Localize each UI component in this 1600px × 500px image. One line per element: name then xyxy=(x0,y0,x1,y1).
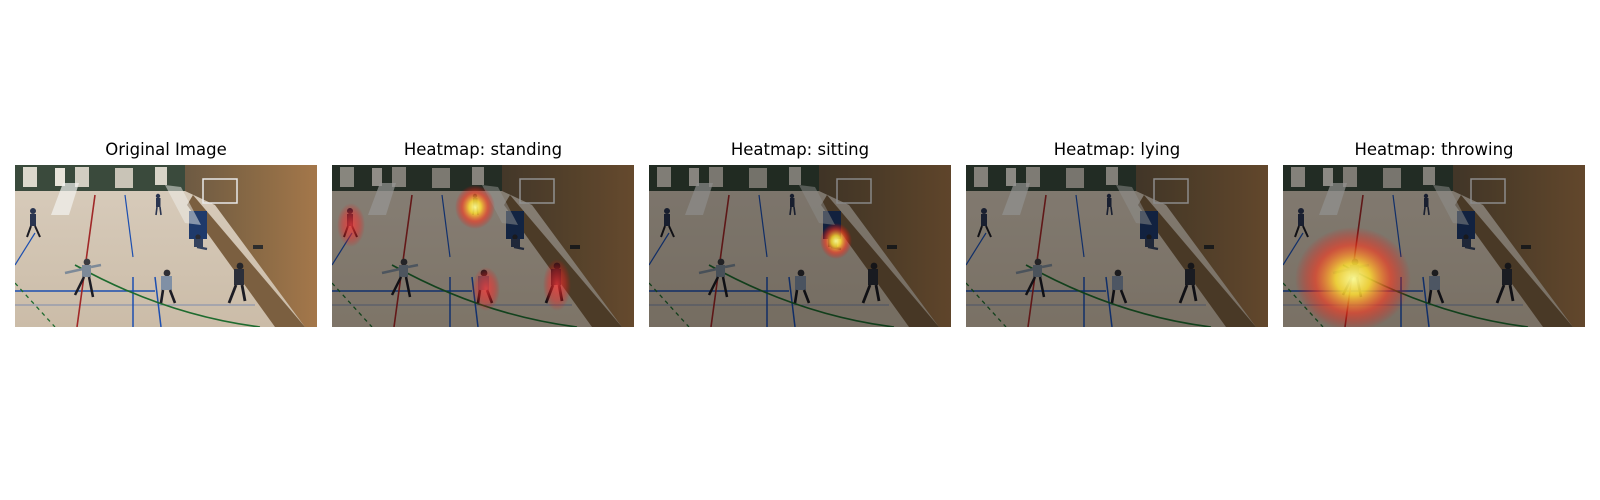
panel-heatmap-throwing: Heatmap: throwing xyxy=(1283,141,1585,327)
panel-title: Original Image xyxy=(105,140,227,159)
panel-heatmap-standing: Heatmap: standing xyxy=(332,141,634,327)
heatmap-standing-image xyxy=(332,165,634,327)
panel-heatmap-lying: Heatmap: lying xyxy=(966,141,1268,327)
dim-overlay xyxy=(649,165,951,327)
panel-heatmap-sitting: Heatmap: sitting xyxy=(649,141,951,327)
heatmap-throwing-image xyxy=(1283,165,1585,327)
panel-title: Heatmap: throwing xyxy=(1354,140,1514,159)
heat-blob-sitting xyxy=(820,223,852,259)
panel-original-image: Original Image xyxy=(15,141,317,327)
heat-blob-standing xyxy=(543,259,571,311)
panel-title: Heatmap: sitting xyxy=(730,140,870,159)
panel-title: Heatmap: standing xyxy=(403,140,563,159)
heat-blob-standing xyxy=(455,185,495,229)
heat-blob-standing xyxy=(337,203,365,247)
heat-blob-standing xyxy=(472,267,500,311)
heatmap-sitting-image xyxy=(649,165,951,327)
dim-overlay xyxy=(966,165,1268,327)
panel-title: Heatmap: lying xyxy=(1053,140,1181,159)
heatmap-lying-image xyxy=(966,165,1268,327)
original-image xyxy=(15,165,317,327)
heat-blob-throwing xyxy=(1295,227,1411,327)
